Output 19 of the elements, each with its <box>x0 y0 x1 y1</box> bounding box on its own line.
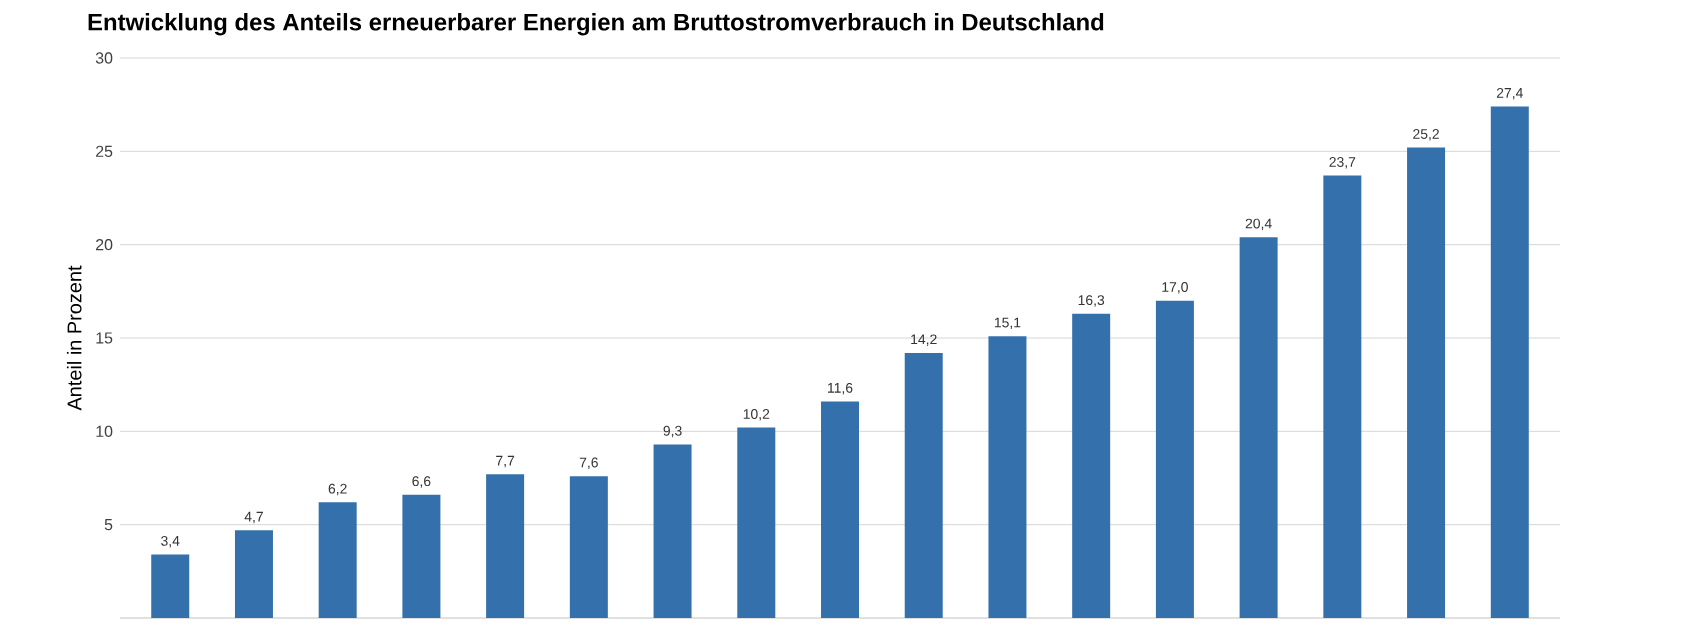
bar <box>402 494 441 618</box>
bar <box>653 444 692 618</box>
bar <box>1490 106 1529 618</box>
bar <box>318 502 357 618</box>
bar <box>569 476 608 618</box>
bar <box>1407 147 1446 618</box>
bar <box>1239 237 1278 618</box>
bar <box>1072 313 1111 618</box>
chart-title: Entwicklung des Anteils erneuerbarer Energien am Bruttostromverbrauch in Deutschland <box>88 13 1104 36</box>
bar <box>234 530 273 618</box>
bar <box>486 474 525 618</box>
bar <box>821 401 860 618</box>
bar <box>737 427 776 618</box>
bar <box>904 352 943 618</box>
bar <box>151 554 190 618</box>
bar <box>988 336 1027 618</box>
bar <box>1323 175 1362 618</box>
y-axis-title: Anteil in Prozent <box>66 265 82 411</box>
bar <box>1155 300 1194 618</box>
